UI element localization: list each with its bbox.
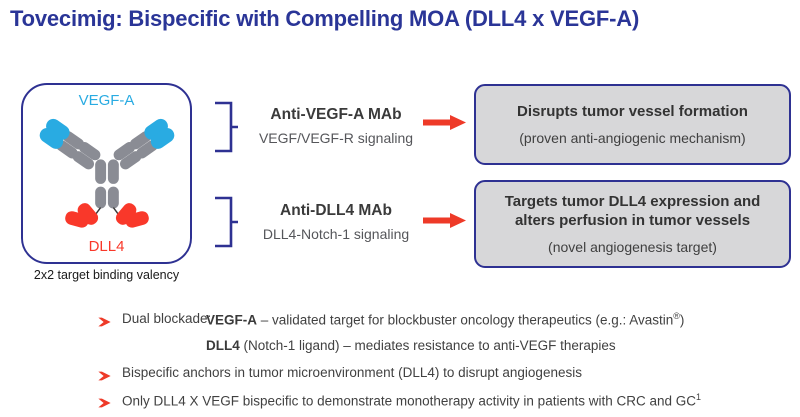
bullet-arrow-icon xyxy=(98,317,111,327)
registered-mark: ® xyxy=(673,311,680,321)
bullet-dual-blockade-vegf-line: VEGF-A – validated target for blockbuste… xyxy=(206,311,684,328)
antibody-diagram-panel: VEGF-A xyxy=(21,83,192,264)
vegfa-bold-term: VEGF-A xyxy=(206,312,258,328)
bracket-icon xyxy=(215,196,238,248)
vegfa-line-close: ) xyxy=(679,312,685,328)
bracket-icon xyxy=(215,101,238,153)
anti-vegfa-mab-group: Anti-VEGF-A MAb VEGF/VEGF-R signaling xyxy=(240,106,432,146)
bullet-arrow-icon xyxy=(98,371,111,381)
bispecific-antibody-icon xyxy=(39,118,174,228)
vegfa-line-text: – validated target for blockbuster oncol… xyxy=(257,312,674,328)
effect-box-vegf-title: Disrupts tumor vessel formation xyxy=(517,102,748,120)
diagram-caption: 2x2 target binding valency xyxy=(33,268,180,282)
footnote-reference-1: 1 xyxy=(696,392,702,402)
effect-box-vegf-note: (proven anti-angiogenic mechanism) xyxy=(519,130,746,147)
effect-box-vegf: Disrupts tumor vessel formation (proven … xyxy=(474,84,791,165)
effect-box-dll4-title: Targets tumor DLL4 expression and alters… xyxy=(504,192,761,229)
effect-box-dll4-note: (novel angiogenesis target) xyxy=(548,239,717,256)
bullet-monotherapy-activity: Only DLL4 X VEGF bispecific to demonstra… xyxy=(122,392,701,409)
vegfa-target-label: VEGF-A xyxy=(78,92,135,109)
dll4-line-text: (Notch-1 ligand) – mediates resistance t… xyxy=(239,338,616,353)
right-arrow-icon xyxy=(423,115,466,130)
slide-title: Tovecimig: Bispecific with Compelling MO… xyxy=(10,6,640,31)
right-arrow-icon xyxy=(423,213,466,228)
monotherapy-text: Only DLL4 X VEGF bispecific to demonstra… xyxy=(122,393,697,409)
effect-box-dll4: Targets tumor DLL4 expression and alters… xyxy=(474,180,791,268)
bullet-dual-blockade-dll4-line: DLL4 (Notch-1 ligand) – mediates resista… xyxy=(206,338,616,353)
anti-dll4-mab-heading: Anti-DLL4 MAb xyxy=(280,202,392,219)
dll4-target-label: DLL4 xyxy=(88,238,125,255)
bullet-arrow-icon xyxy=(98,398,111,408)
bullet-dual-blockade-label: Dual blockade: xyxy=(122,311,212,326)
dll4-signaling-subtext: DLL4-Notch-1 signaling xyxy=(262,226,410,242)
anti-dll4-mab-group: Anti-DLL4 MAb DLL4-Notch-1 signaling xyxy=(240,202,432,242)
bullet-bispecific-anchors: Bispecific anchors in tumor microenviron… xyxy=(122,365,582,380)
dll4-bold-term: DLL4 xyxy=(206,338,240,353)
anti-vegfa-mab-heading: Anti-VEGF-A MAb xyxy=(270,106,402,123)
vegf-signaling-subtext: VEGF/VEGF-R signaling xyxy=(258,130,414,146)
